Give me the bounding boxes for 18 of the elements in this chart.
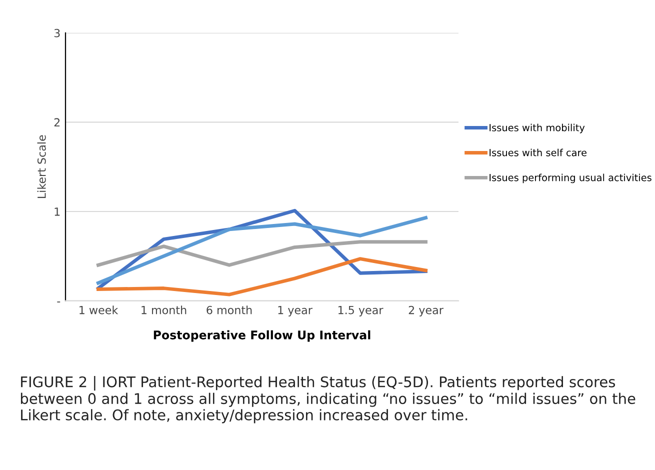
legend-label: Issues with self care bbox=[490, 148, 586, 156]
line-series bbox=[96, 216, 428, 285]
y-tick-label: 2 bbox=[54, 118, 60, 126]
y-tick-label: 1 bbox=[54, 208, 60, 216]
y-tick-label: 3 bbox=[54, 28, 60, 38]
legend-label: Issues with mobility bbox=[490, 124, 585, 134]
x-tick-label: 1 month bbox=[142, 306, 186, 314]
x-tick-label: 1 week bbox=[80, 306, 118, 314]
y-axis-title: Likert Scale bbox=[37, 135, 46, 198]
x-tick-label: 1.5 year bbox=[338, 306, 384, 316]
line-series bbox=[96, 257, 428, 296]
x-tick-label: 2 year bbox=[408, 306, 444, 316]
caption: FIGURE 2 | IORT Patient-Reported Health Status (EQ-5D). Patients reported scores between 0 and 1 across all symptoms, indicating “no issues” to “mild issues” on the Likert scale. Of note, anxiety/depression increased over time. bbox=[20, 376, 636, 424]
x-axis-title: Postoperative Follow Up Interval bbox=[154, 330, 370, 342]
line-series bbox=[96, 240, 428, 267]
x-tick-label: 6 month bbox=[206, 306, 252, 314]
legend-label: Issues performing usual activities bbox=[490, 174, 652, 184]
x-tick-label: 1 year bbox=[278, 306, 312, 316]
